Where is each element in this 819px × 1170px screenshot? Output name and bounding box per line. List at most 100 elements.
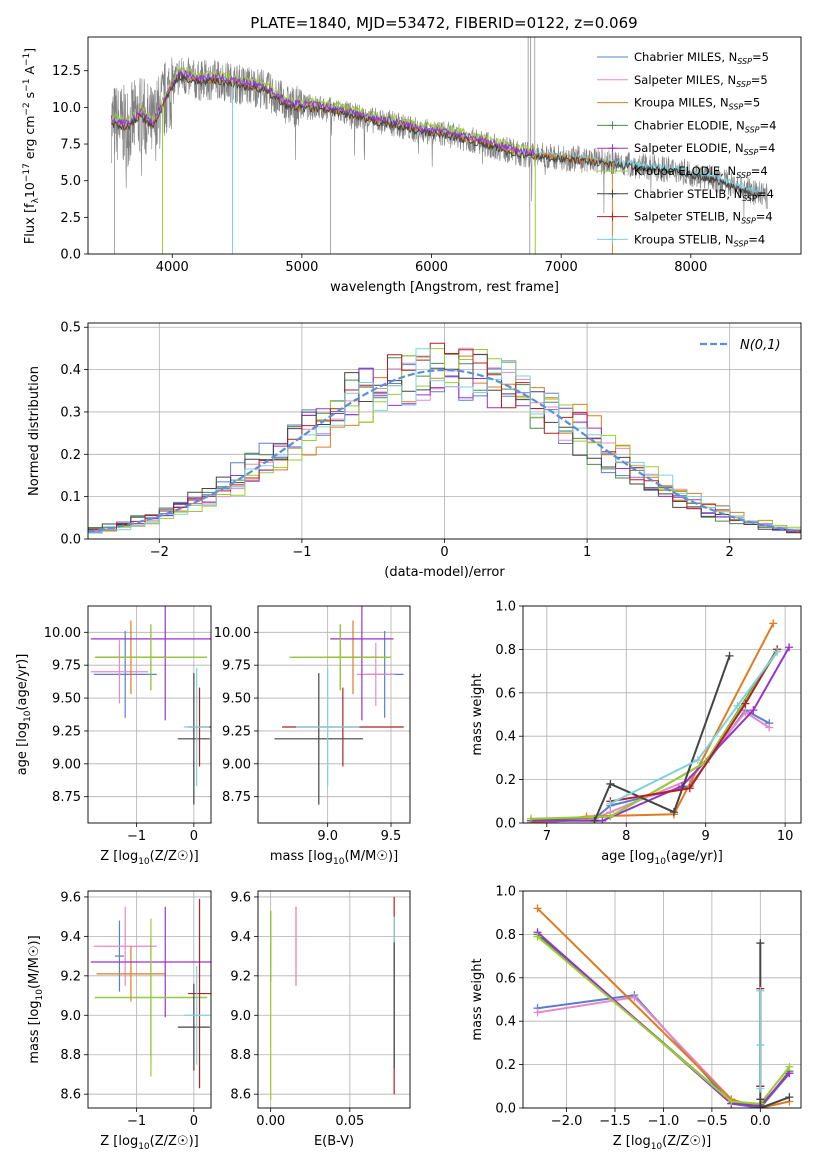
y-tick-label: 8.8 — [230, 1048, 251, 1063]
point-marker-kroupa_miles — [769, 619, 778, 628]
plot-area — [270, 896, 395, 1101]
x-axis-label: Z [log10(Z/Z☉)] — [100, 849, 198, 867]
point-marker-kroupa_miles — [533, 904, 542, 913]
x-axis-label: Z [log10(Z/Z☉)] — [613, 1134, 711, 1152]
plot-area — [526, 619, 794, 823]
y-tick-label: 8.6 — [60, 1088, 81, 1103]
x-axis-label: Z [log10(Z/Z☉)] — [100, 1134, 198, 1152]
x-tick-label: −1.0 — [648, 1114, 680, 1129]
y-tick-label: 0.8 — [495, 643, 516, 658]
y-tick-label: 0.1 — [60, 490, 81, 505]
x-tick-label: 0 — [190, 829, 198, 844]
y-tick-label: 9.2 — [230, 969, 251, 984]
series-line-chabrier_stelib — [593, 655, 731, 822]
plot-area — [88, 342, 801, 534]
y-tick-label: 0.0 — [495, 1102, 516, 1117]
histogram-kroupa_stelib — [88, 348, 801, 534]
grid — [88, 891, 211, 1108]
x-axis-label: wavelength [Angstrom, rest frame] — [330, 280, 559, 295]
panel-mass-vs-Z: −1 0 8.6 8.8 9.0 9.2 9.4 9.6 Z [log10(Z/Z☉)] mass… — [27, 890, 212, 1152]
panel-weight-vs-age: 7 8 9 10 0.0 0.2 0.4 0.6 0.8 1.0 age [log10(age/yr… — [470, 600, 802, 867]
spectrum-masked-region — [533, 37, 536, 167]
x-tick-label: 8000 — [674, 260, 707, 275]
y-tick-label: 9.00 — [52, 757, 81, 772]
point-marker-chabrier_stelib — [756, 939, 765, 948]
axes-frame — [87, 605, 212, 824]
series-line-chabrier_stelib — [759, 943, 790, 1108]
y-tick-label: 10.00 — [44, 626, 81, 641]
plot-area — [90, 898, 211, 1089]
legend-label-salpeter_miles: Salpeter MILES, NSSP=5 — [634, 73, 768, 89]
legend-label-salpeter_stelib: Salpeter STELIB, NSSP=4 — [634, 210, 773, 226]
panels-layer: 4000 5000 6000 7000 80000.02.55.07.510.012.5… — [15, 36, 802, 1152]
panel-residuals: −2 −1 0 1 2 0.0 0.1 0.2 0.3 0.4 0.5 (data-model)/er… — [27, 321, 802, 580]
legend-marker — [608, 167, 617, 175]
axes-frame — [257, 890, 411, 1109]
axes-frame — [257, 605, 411, 824]
point-marker-kroupa_elodie — [533, 932, 542, 941]
x-tick-label: 1 — [583, 545, 591, 560]
point-marker-kroupa_elodie — [785, 1062, 794, 1071]
axes-frame — [522, 890, 802, 1109]
panel-weight-vs-Z: −2.0 −1.5 −1.0 −0.5 0.0 0.0 0.2 0.4 0.6 0.8 1.0 Z [… — [470, 885, 802, 1152]
y-tick-label: 8.75 — [52, 790, 81, 805]
series-line-kroupa_miles — [536, 907, 790, 1108]
x-tick-label: −1.5 — [599, 1114, 631, 1129]
point-marker-kroupa_elodie — [606, 812, 615, 821]
normal-curve — [88, 368, 799, 533]
legend-marker — [608, 235, 617, 244]
point-marker-kroupa_elodie — [526, 814, 535, 823]
y-tick-label: 9.75 — [222, 659, 251, 674]
y-tick-label: 0.6 — [495, 686, 516, 701]
point-marker-salpeter_miles — [765, 723, 774, 732]
x-axis-label: (data-model)/error — [384, 565, 505, 580]
point-marker-kroupa_stelib — [733, 701, 742, 710]
point-marker-kroupa_stelib — [756, 1041, 765, 1050]
series-line-salpeter_stelib — [610, 648, 779, 803]
panel-age-vs-Z: −1 0 8.75 9.00 9.25 9.50 9.75 10.00 Z [log10(Z/Z… — [15, 605, 212, 867]
point-marker-chabrier_stelib — [669, 808, 678, 817]
point-marker-chabrier_stelib — [756, 1104, 765, 1108]
panel-age-vs-mass: 9.0 9.5 8.75 9.00 9.25 9.50 9.75 10.00 mass [log… — [214, 605, 411, 867]
y-tick-label: 9.25 — [52, 724, 81, 739]
series-line-salpeter_miles — [530, 710, 770, 823]
x-axis-label: age [log10(age/yr)] — [601, 849, 723, 867]
y-axis-label: mass weight — [470, 673, 485, 755]
model-line-kroupa_elodie — [110, 66, 536, 154]
y-tick-label: 0.0 — [60, 533, 81, 548]
y-tick-label: 8.6 — [230, 1088, 251, 1103]
y-tick-label: 0.3 — [60, 405, 81, 420]
x-tick-label: 0 — [440, 545, 448, 560]
plot-area — [533, 904, 794, 1108]
legend-marker — [608, 212, 617, 221]
x-tick-label: 0 — [190, 1114, 198, 1129]
x-tick-label: 7000 — [545, 260, 578, 275]
legend-label-chabrier_miles: Chabrier MILES, NSSP=5 — [634, 50, 769, 66]
y-tick-label: 0.0 — [495, 817, 516, 832]
y-tick-label: 9.0 — [60, 1009, 81, 1024]
point-marker-chabrier_stelib — [756, 1095, 765, 1104]
x-tick-label: −1 — [127, 829, 146, 844]
y-tick-label: 0.5 — [60, 321, 81, 336]
legend-marker — [608, 121, 617, 130]
series-line-kroupa_elodie — [536, 935, 791, 1105]
legend-label-normal: N(0,1) — [740, 338, 781, 353]
point-marker-chabrier_stelib — [785, 1093, 794, 1102]
point-marker-kroupa_elodie — [727, 1097, 736, 1106]
x-tick-label: 9 — [702, 829, 710, 844]
y-tick-label: 8.75 — [222, 790, 251, 805]
y-axis-label: Flux [fλ10−17 erg cm−2 s−1 A−1] — [22, 48, 41, 244]
point-marker-salpeter_elodie — [749, 706, 758, 715]
y-tick-label: 7.5 — [60, 138, 81, 153]
series-line-kroupa_elodie — [530, 651, 779, 820]
y-tick-label: 0.2 — [495, 773, 516, 788]
y-tick-label: 0.4 — [495, 730, 516, 745]
legend: Chabrier MILES, NSSP=5 Salpeter MILES, NS… — [597, 50, 776, 248]
y-tick-label: 0.8 — [495, 928, 516, 943]
point-marker-kroupa_stelib — [693, 756, 702, 765]
y-tick-label: 0.2 — [495, 1058, 516, 1073]
y-tick-label: 2.5 — [60, 211, 81, 226]
model-line-salpeter_elodie — [110, 69, 536, 157]
grid — [258, 606, 410, 823]
